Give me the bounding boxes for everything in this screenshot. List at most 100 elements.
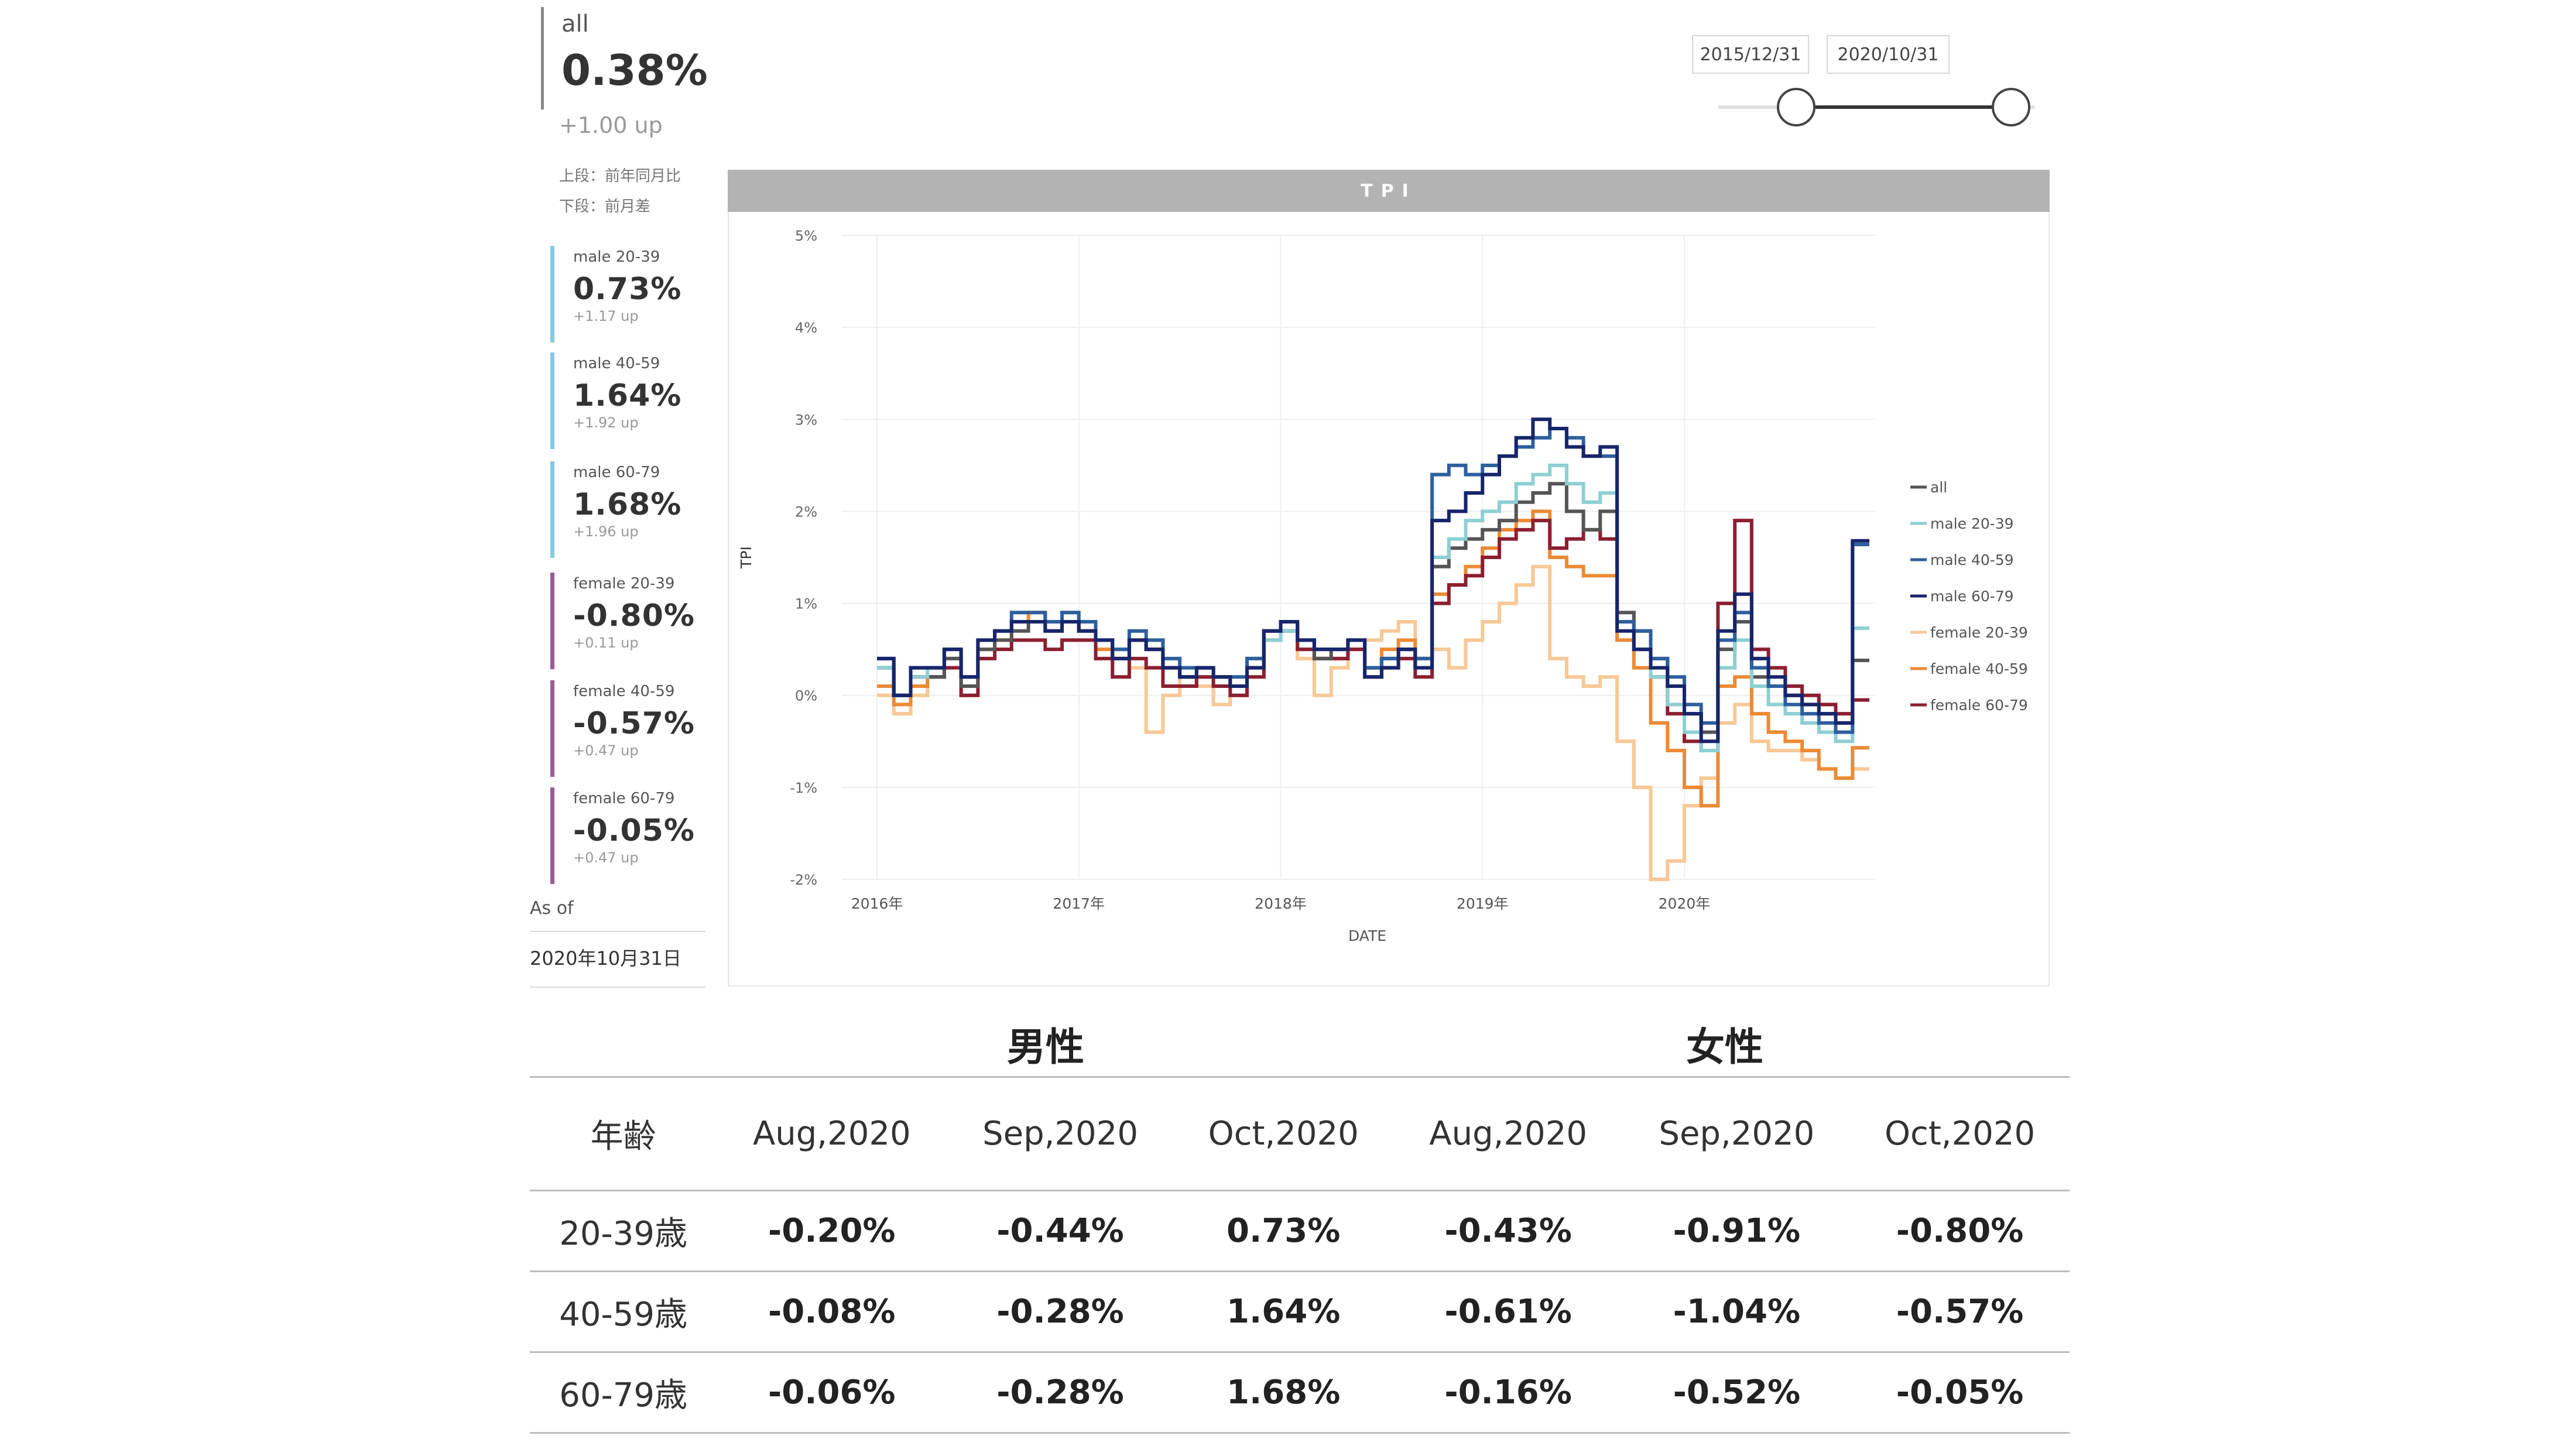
legend-label: female 60-79 — [1930, 697, 2028, 714]
cell: 1.68% — [1173, 1352, 1393, 1434]
slider-end-handle[interactable] — [1992, 88, 2030, 126]
cell: -0.28% — [947, 1271, 1174, 1353]
card-delta: +1.96 up — [573, 523, 639, 540]
divider — [530, 986, 705, 988]
card-value: -0.57% — [573, 706, 695, 741]
y-tick-label: 0% — [795, 688, 817, 704]
card-female-60-79: female 60-79 -0.05% +0.47 up — [550, 787, 697, 884]
kpi-all-card: all 0.38% — [541, 7, 708, 109]
card-male-40-59: male 40-59 1.64% +1.92 up — [550, 352, 697, 449]
cell: -0.57% — [1850, 1271, 2070, 1353]
series-line-female-40-59 — [877, 509, 1869, 808]
cell: -0.05% — [1850, 1352, 2070, 1434]
card-label: female 40-59 — [573, 683, 675, 700]
x-tick-label: 2017年 — [1053, 895, 1105, 912]
cell: 0.73% — [1173, 1190, 1393, 1272]
header-male-oct: Oct,2020 — [1173, 1077, 1393, 1191]
y-tick-label: 3% — [795, 412, 817, 428]
card-value: -0.80% — [573, 598, 695, 633]
header-age: 年齢 — [530, 1077, 717, 1191]
card-label: male 20-39 — [573, 248, 660, 266]
cell: 1.64% — [1173, 1271, 1393, 1353]
cell: 40-59歳 — [530, 1271, 717, 1353]
kpi-all-delta: +1.00 up — [559, 112, 663, 138]
card-male-60-79: male 60-79 1.68% +1.96 up — [550, 461, 697, 558]
cell: 60-79歳 — [530, 1352, 717, 1434]
card-delta: +0.47 up — [573, 742, 639, 759]
series-line-male-60-79 — [877, 417, 1869, 744]
cell: -0.52% — [1623, 1352, 1851, 1434]
card-male-20-39: male 20-39 0.73% +1.17 up — [550, 246, 697, 342]
start-date-input[interactable]: 2015/12/31 — [1692, 35, 1809, 74]
table-row: 60-79歳 -0.06% -0.28% 1.68% -0.16% -0.52%… — [530, 1352, 2070, 1434]
y-tick-label: 1% — [795, 596, 817, 612]
male-group-header: 男性 — [1007, 1025, 1084, 1070]
as-of-label: As of — [530, 898, 574, 919]
card-female-40-59: female 40-59 -0.57% +0.47 up — [550, 680, 697, 777]
kpi-all-value: 0.38% — [561, 46, 708, 95]
x-tick-label: 2020年 — [1659, 895, 1711, 912]
card-delta: +0.47 up — [573, 849, 639, 866]
card-label: female 20-39 — [573, 575, 675, 592]
header-female-oct: Oct,2020 — [1850, 1077, 2070, 1191]
legend-label: female 40-59 — [1930, 660, 2028, 677]
card-delta: +1.92 up — [573, 415, 639, 431]
chart-title: TPI — [728, 170, 2050, 212]
card-value: 0.73% — [573, 272, 682, 307]
cell: -0.44% — [947, 1190, 1174, 1272]
card-value: -0.05% — [573, 813, 695, 848]
tpi-line-chart: 5% 4% 3% 2% 1% 0% -1% -2% 2016年 2017年 2018年 2019年 20… — [738, 228, 2028, 944]
table-row: 40-59歳 -0.08% -0.28% 1.64% -0.61% -1.04%… — [530, 1271, 2070, 1353]
cell: -0.61% — [1393, 1271, 1623, 1353]
cell: -0.91% — [1623, 1190, 1851, 1272]
legend-label: female 20-39 — [1930, 624, 2028, 641]
legend-label: male 40-59 — [1930, 551, 2014, 568]
card-label: male 60-79 — [573, 464, 660, 481]
legend-label: male 60-79 — [1930, 588, 2014, 605]
cell: -0.16% — [1393, 1352, 1623, 1434]
card-value: 1.64% — [573, 378, 682, 413]
series-line-male-20-39 — [877, 463, 1869, 752]
end-date-input[interactable]: 2020/10/31 — [1827, 35, 1950, 74]
header-male-sep: Sep,2020 — [947, 1077, 1174, 1191]
y-tick-label: 5% — [795, 228, 817, 244]
table-row: 20-39歳 -0.20% -0.44% 0.73% -0.43% -0.91%… — [530, 1190, 2070, 1272]
cell: -0.08% — [717, 1271, 947, 1353]
card-female-20-39: female 20-39 -0.80% +0.11 up — [550, 573, 697, 669]
divider — [530, 931, 705, 932]
cell: -0.28% — [947, 1352, 1174, 1434]
series-line-male-40-59 — [877, 427, 1869, 734]
header-male-aug: Aug,2020 — [717, 1077, 947, 1191]
cell: 20-39歳 — [530, 1190, 717, 1272]
x-tick-label: 2018年 — [1255, 895, 1307, 912]
kpi-note-upper: 上段：前年同月比 — [559, 167, 681, 185]
legend-label: all — [1930, 479, 1947, 496]
as-of-date: 2020年10月31日 — [530, 947, 681, 970]
date-slider-range — [1796, 105, 2011, 109]
tpi-table: 年齢 Aug,2020 Sep,2020 Oct,2020 Aug,2020 S… — [530, 1077, 2070, 1434]
cell: -0.80% — [1850, 1190, 2070, 1272]
y-axis-title: TPI — [738, 546, 755, 569]
cell: -0.20% — [717, 1190, 947, 1272]
card-delta: +0.11 up — [573, 635, 639, 651]
y-tick-label: -1% — [790, 780, 817, 796]
female-group-header: 女性 — [1686, 1025, 1763, 1070]
kpi-all-label: all — [561, 11, 589, 37]
slider-start-handle[interactable] — [1777, 88, 1815, 126]
card-delta: +1.17 up — [573, 308, 639, 324]
y-tick-label: 2% — [795, 503, 817, 520]
table-top-rule — [530, 1076, 2070, 1078]
table-header-row: 年齢 Aug,2020 Sep,2020 Oct,2020 Aug,2020 S… — [530, 1077, 2070, 1191]
series-line-female-60-79 — [877, 519, 1869, 752]
card-label: female 60-79 — [573, 790, 675, 807]
card-label: male 40-59 — [573, 355, 660, 372]
header-female-aug: Aug,2020 — [1393, 1077, 1623, 1191]
x-tick-label: 2019年 — [1457, 895, 1509, 912]
cell: -0.43% — [1393, 1190, 1623, 1272]
legend-label: male 20-39 — [1930, 515, 2014, 532]
card-value: 1.68% — [573, 487, 682, 522]
x-tick-label: 2016年 — [851, 895, 903, 912]
cell: -1.04% — [1623, 1271, 1851, 1353]
x-axis-title: DATE — [1348, 927, 1386, 944]
y-tick-label: 4% — [795, 320, 817, 336]
